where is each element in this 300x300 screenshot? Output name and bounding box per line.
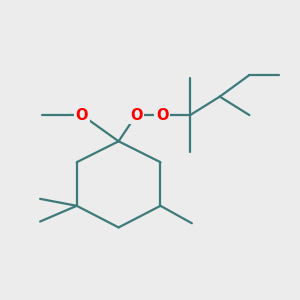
Text: O: O [130, 108, 142, 123]
Text: O: O [76, 108, 88, 123]
Text: O: O [156, 108, 169, 123]
